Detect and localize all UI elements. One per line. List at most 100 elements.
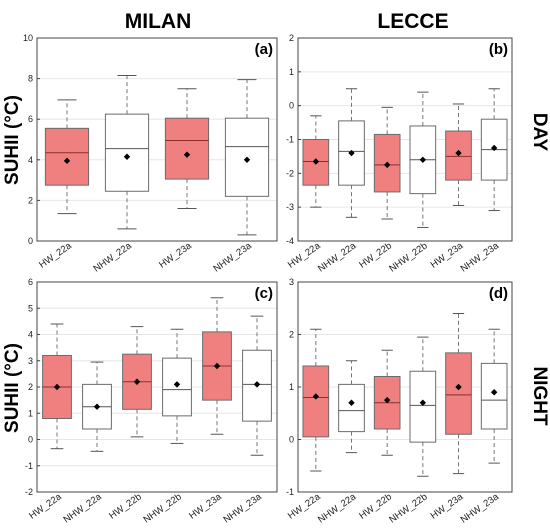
box-nhw_23a	[224, 79, 270, 236]
y-tick-label: 2	[28, 382, 33, 392]
mean-marker	[253, 381, 261, 388]
y-tick-label: 10	[23, 33, 33, 43]
box-hw_22a	[302, 115, 330, 208]
category-label: NHW_23a	[222, 491, 265, 526]
y-tick-label: 1	[289, 382, 294, 392]
panel-label: (a)	[255, 41, 273, 58]
category-label: HW_22a	[37, 240, 74, 271]
y-tick-label: 3	[28, 356, 33, 366]
plot-frame	[297, 281, 513, 493]
category-label: NHW_23a	[459, 491, 502, 526]
y-tick-label: 2	[289, 330, 294, 340]
y-tick-label: 0	[28, 435, 33, 445]
category-label: NHW_22a	[62, 491, 105, 526]
plot-frame	[297, 37, 513, 242]
mean-marker	[53, 383, 61, 391]
y-tick-label: 4	[28, 330, 33, 340]
box-hw_23a	[445, 313, 472, 475]
box-nhw_23a	[480, 328, 508, 464]
box-hw_23a	[445, 103, 472, 206]
ylabel-c: SUHII (°C)	[2, 343, 23, 433]
mean-marker	[183, 151, 191, 158]
mean-marker	[123, 153, 131, 160]
col-header-milan: MILAN	[125, 10, 192, 33]
y-tick-label: -2	[286, 168, 294, 178]
mean-marker	[419, 399, 427, 406]
category-label: NHW_22b	[387, 240, 429, 274]
panel-label: (c)	[255, 285, 273, 302]
box-nhw_22b	[409, 91, 437, 228]
mean-marker	[348, 149, 355, 157]
y-tick-label: 1	[289, 67, 294, 77]
category-label: HW_22b	[107, 491, 144, 521]
iqr-box	[104, 113, 150, 192]
row-header-day: DAY	[529, 113, 550, 152]
mean-marker	[490, 389, 498, 396]
iqr-box	[445, 352, 472, 435]
category-label: NHW_22a	[316, 240, 359, 275]
mean-marker	[173, 381, 181, 388]
y-tick-label: 6	[28, 277, 33, 287]
y-tick-label: -1	[25, 461, 33, 471]
mean-marker	[455, 383, 462, 391]
mean-marker	[312, 393, 320, 400]
iqr-box	[302, 365, 330, 438]
box-hw_22b	[373, 349, 401, 456]
col-header-lecce: LECCE	[377, 10, 448, 33]
y-tick-label: 6	[28, 114, 33, 124]
box-hw_22b	[373, 106, 401, 220]
box-nhw_22a	[82, 361, 112, 452]
category-label: NHW_22a	[316, 491, 359, 526]
y-tick-label: 3	[289, 277, 294, 287]
y-tick-label: 0	[289, 101, 294, 111]
y-tick-label: -1	[286, 487, 294, 497]
box-nhw_23a	[242, 315, 272, 456]
mean-marker	[63, 157, 71, 165]
mean-marker	[490, 144, 498, 152]
category-label: NHW_23a	[459, 240, 502, 275]
iqr-box	[164, 117, 210, 180]
iqr-box	[44, 127, 90, 186]
y-tick-label: 1	[28, 408, 33, 418]
mean-marker	[455, 149, 462, 157]
box-nhw_22a	[338, 360, 365, 454]
category-label: NHW_22b	[387, 491, 429, 525]
mean-marker	[133, 378, 141, 385]
box-nhw_23a	[480, 88, 508, 212]
mean-marker	[93, 403, 101, 410]
box-hw_23a	[164, 88, 210, 210]
y-tick-label: 8	[28, 74, 33, 84]
y-tick-label: 2	[28, 195, 33, 205]
panel-a: 0 2 4 6 8 10 (a) HW_22a NHW_22a HW_23a NHW_23a	[23, 33, 278, 275]
plot-frame	[36, 281, 278, 493]
mean-marker	[312, 158, 320, 165]
mean-marker	[419, 156, 427, 163]
y-tick-label: 4	[28, 155, 33, 165]
row-header-night: NIGHT	[529, 366, 550, 426]
y-tick-label: -3	[286, 202, 294, 212]
box-nhw_22b	[162, 328, 192, 444]
panel-label: (b)	[489, 41, 508, 58]
category-label: NHW_22a	[92, 240, 135, 275]
y-tick-label: 0	[289, 435, 294, 445]
box-hw_22a	[302, 328, 330, 472]
box-nhw_22a	[338, 88, 365, 218]
panel-label: (d)	[489, 285, 508, 302]
iqr-box	[409, 370, 437, 443]
mean-marker	[213, 362, 221, 370]
ylabel-a: SUHII (°C)	[2, 95, 23, 185]
box-hw_22a	[42, 323, 72, 450]
box-hw_22a	[44, 99, 90, 215]
y-tick-label: -4	[286, 236, 294, 246]
y-tick-label: 0	[28, 236, 33, 246]
iqr-box	[480, 362, 508, 430]
y-tick-label: -2	[25, 487, 33, 497]
box-hw_23a	[202, 297, 232, 435]
box-nhw_22b	[409, 336, 437, 477]
y-tick-label: 2	[289, 33, 294, 43]
category-label: NHW_23a	[212, 240, 255, 275]
